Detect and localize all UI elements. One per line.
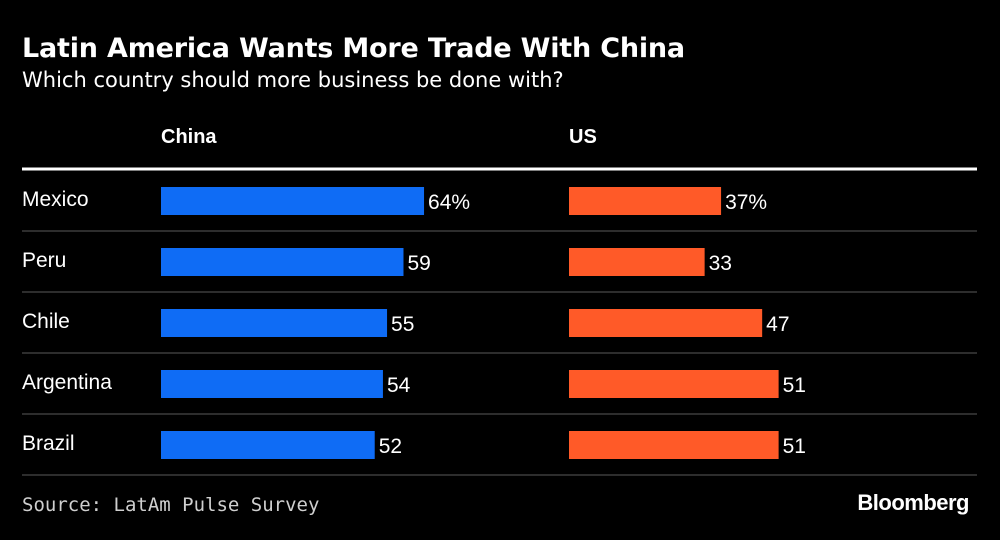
bar-us-peru xyxy=(569,248,705,276)
source-note: Source: LatAm Pulse Survey xyxy=(22,494,320,516)
value-label-us-brazil: 51 xyxy=(783,435,806,458)
bar-china-argentina xyxy=(161,370,383,398)
row-label-chile: Chile xyxy=(22,310,70,333)
row-label-mexico: Mexico xyxy=(22,188,89,211)
value-label-us-peru: 33 xyxy=(709,252,732,275)
column-header-china: China xyxy=(161,126,217,148)
bar-china-chile xyxy=(161,309,388,337)
row-label-peru: Peru xyxy=(22,249,66,272)
bar-china-brazil xyxy=(161,431,375,459)
row-label-argentina: Argentina xyxy=(22,371,112,394)
value-label-china-peru: 59 xyxy=(407,252,430,275)
value-label-china-chile: 55 xyxy=(391,313,414,336)
chart-title: Latin America Wants More Trade With Chin… xyxy=(22,33,685,64)
bar-us-chile xyxy=(569,309,763,337)
value-label-china-argentina: 54 xyxy=(387,374,411,397)
column-header-us: US xyxy=(569,126,597,148)
bar-us-mexico xyxy=(569,187,722,215)
row-label-brazil: Brazil xyxy=(22,432,75,455)
bar-us-argentina xyxy=(569,370,779,398)
value-label-china-brazil: 52 xyxy=(379,435,402,458)
value-label-china-mexico: 64% xyxy=(428,191,470,214)
value-label-us-mexico: 37% xyxy=(725,191,767,214)
chart-subtitle: Which country should more business be do… xyxy=(22,68,564,92)
bar-china-peru xyxy=(161,248,404,276)
bar-china-mexico xyxy=(161,187,425,215)
bar-us-brazil xyxy=(569,431,779,459)
value-label-us-chile: 47 xyxy=(766,313,789,336)
value-label-us-argentina: 51 xyxy=(783,374,806,397)
bloomberg-logo: Bloomberg xyxy=(857,490,969,515)
